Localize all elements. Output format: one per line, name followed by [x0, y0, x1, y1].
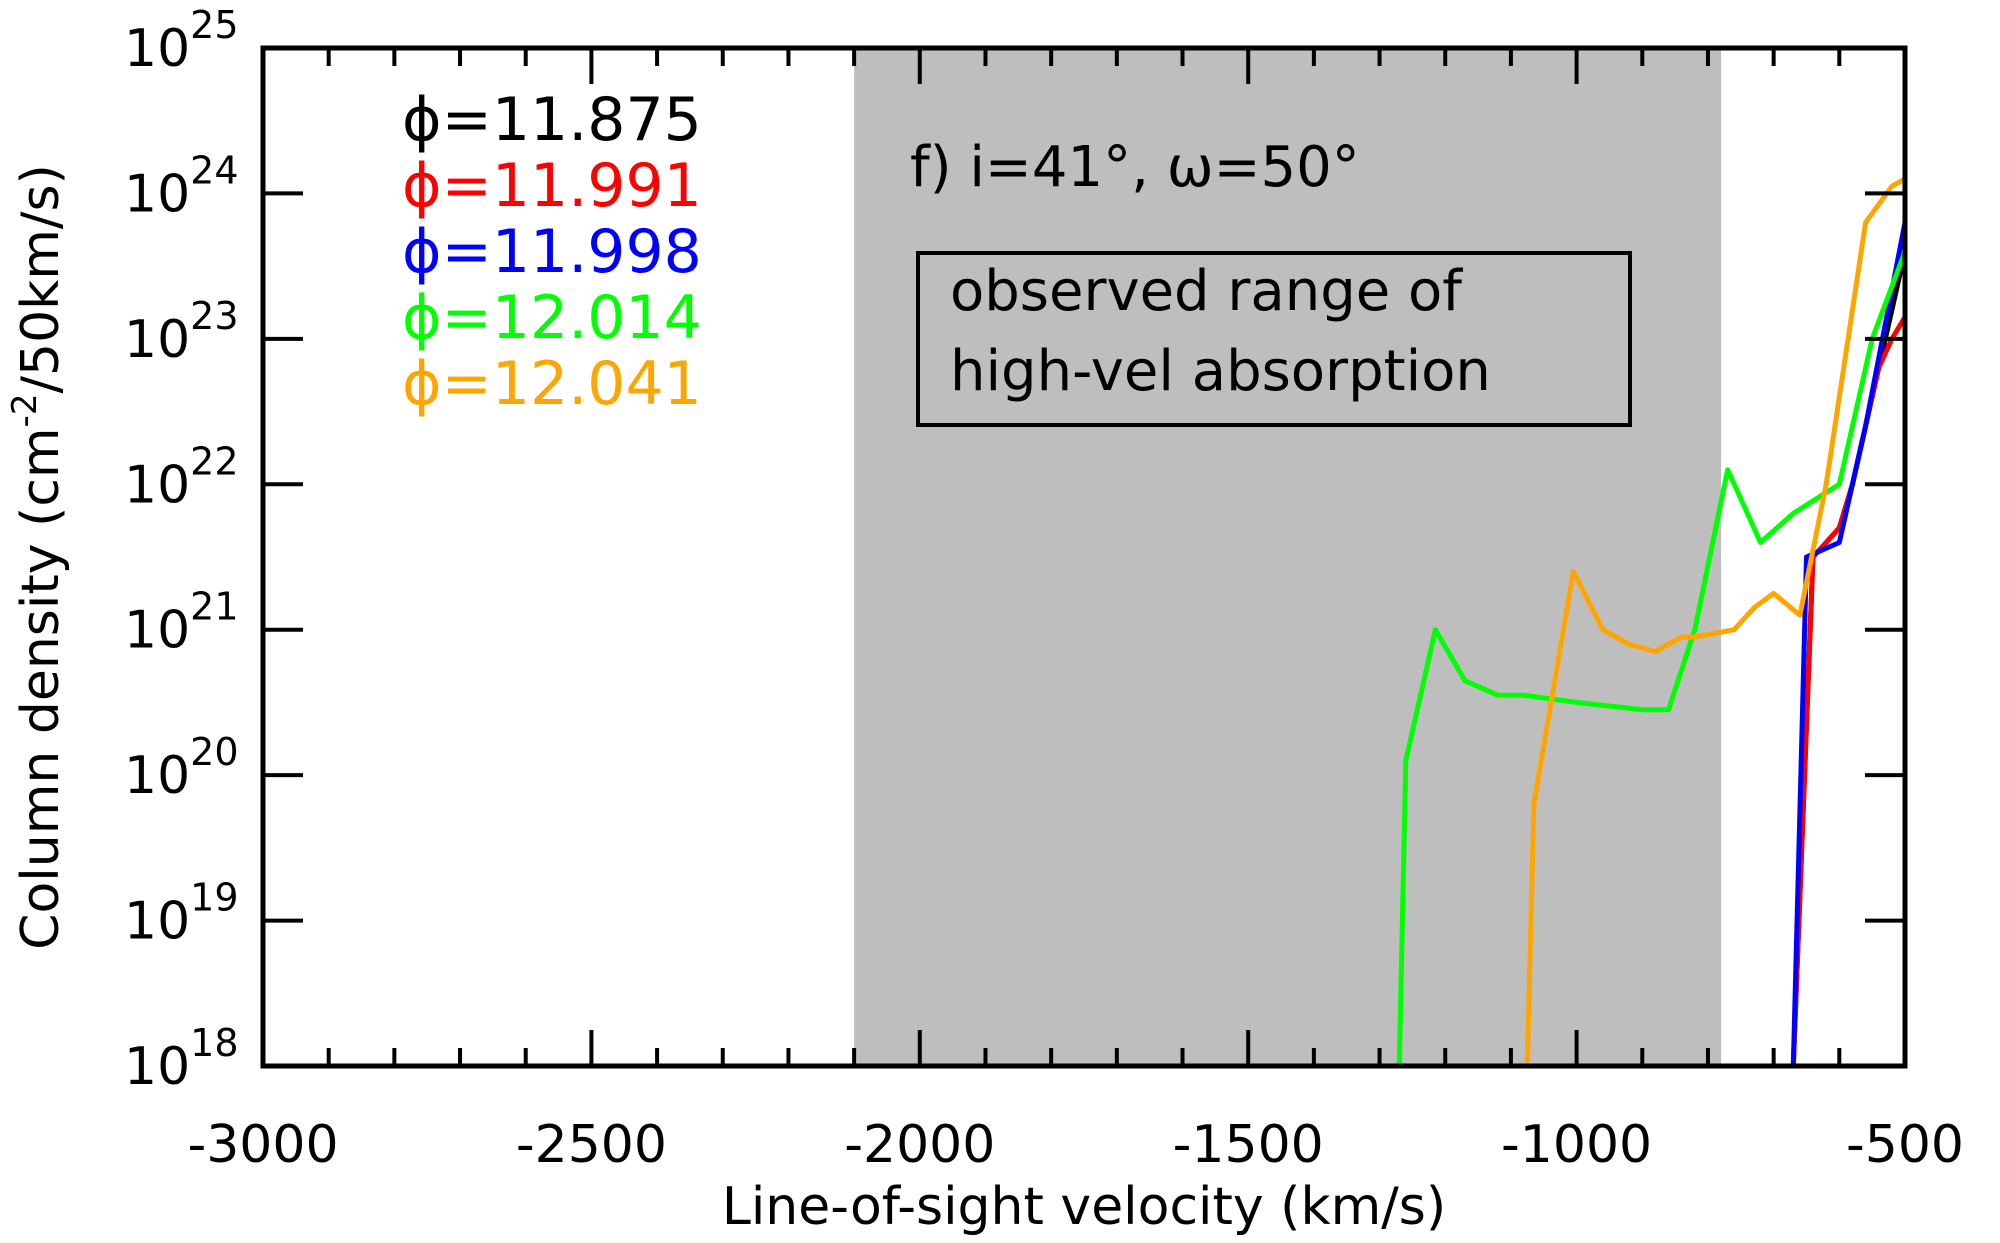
ticks-layer [261, 46, 1907, 1068]
x-tick-labels: -3000 -2500 -2000 -1500 -1000 -500 [187, 1115, 1964, 1175]
series-line-2 [1790, 315, 1905, 1066]
y-tick-base: 10 [124, 164, 190, 224]
x-axis-title: Line-of-sight velocity (km/s) [722, 1177, 1446, 1237]
annotation-box-line-1: observed range of [950, 259, 1463, 324]
x-tick-label: -1000 [1501, 1115, 1652, 1175]
y-tick-label: 1022 [124, 439, 239, 515]
y-tick-label: 1023 [124, 294, 239, 370]
y-tick-label: 1019 [124, 876, 239, 952]
y-tick-base: 10 [124, 455, 190, 515]
y-tick-base: 10 [124, 19, 190, 79]
y-tick-label: 1024 [124, 148, 239, 224]
series-line-4 [1396, 250, 1905, 1066]
series-line-5 [1524, 176, 1905, 1066]
x-tick-label: -500 [1846, 1115, 1964, 1175]
series-line-3 [1790, 222, 1905, 1066]
y-axis-title-exponent: -2 [5, 394, 45, 428]
y-tick-exponent: 19 [190, 876, 238, 920]
y-tick-base: 10 [124, 310, 190, 370]
x-tick-label: -3000 [187, 1115, 338, 1175]
legend-entry-3: ϕ=11.998 [402, 217, 702, 287]
y-tick-label: 1025 [124, 3, 239, 79]
plot-frame [260, 45, 1908, 1069]
legend-entry-5: ϕ=12.041 [402, 349, 702, 419]
panel-annotation: f) i=41°, ω=50° [910, 135, 1360, 200]
observed-range-shading [854, 48, 1722, 1066]
y-tick-label: 1020 [124, 730, 239, 806]
y-axis-title: Column density (cm-2/50km/s) [5, 164, 71, 950]
x-tick-label: -2500 [516, 1115, 667, 1175]
legend-entry-2: ϕ=11.991 [402, 151, 702, 221]
y-tick-base: 10 [124, 601, 190, 661]
series-layer [1396, 176, 1905, 1066]
y-tick-base: 10 [124, 746, 190, 806]
annotation-box [916, 251, 1632, 427]
y-tick-exponent: 22 [190, 439, 238, 483]
x-tick-label: -1500 [1173, 1115, 1324, 1175]
legend-entry-1: ϕ=11.875 [402, 85, 702, 155]
y-tick-base: 10 [124, 892, 190, 952]
y-axis-title-main: Column density (cm [11, 427, 71, 949]
y-axis-title-end: /50km/s) [11, 164, 71, 393]
y-tick-exponent: 21 [190, 585, 238, 629]
y-tick-exponent: 25 [190, 3, 238, 47]
annotation-box-line-2: high-vel absorption [950, 339, 1491, 404]
x-tick-label: -2000 [844, 1115, 995, 1175]
legend-entry-4: ϕ=12.014 [402, 283, 702, 353]
y-tick-label: 1018 [124, 1021, 239, 1097]
y-tick-exponent: 24 [190, 148, 238, 192]
y-tick-base: 10 [124, 1037, 190, 1097]
y-tick-label: 1021 [124, 585, 239, 661]
y-tick-exponent: 23 [190, 294, 238, 338]
y-tick-exponent: 20 [190, 730, 238, 774]
y-tick-exponent: 18 [190, 1021, 238, 1065]
